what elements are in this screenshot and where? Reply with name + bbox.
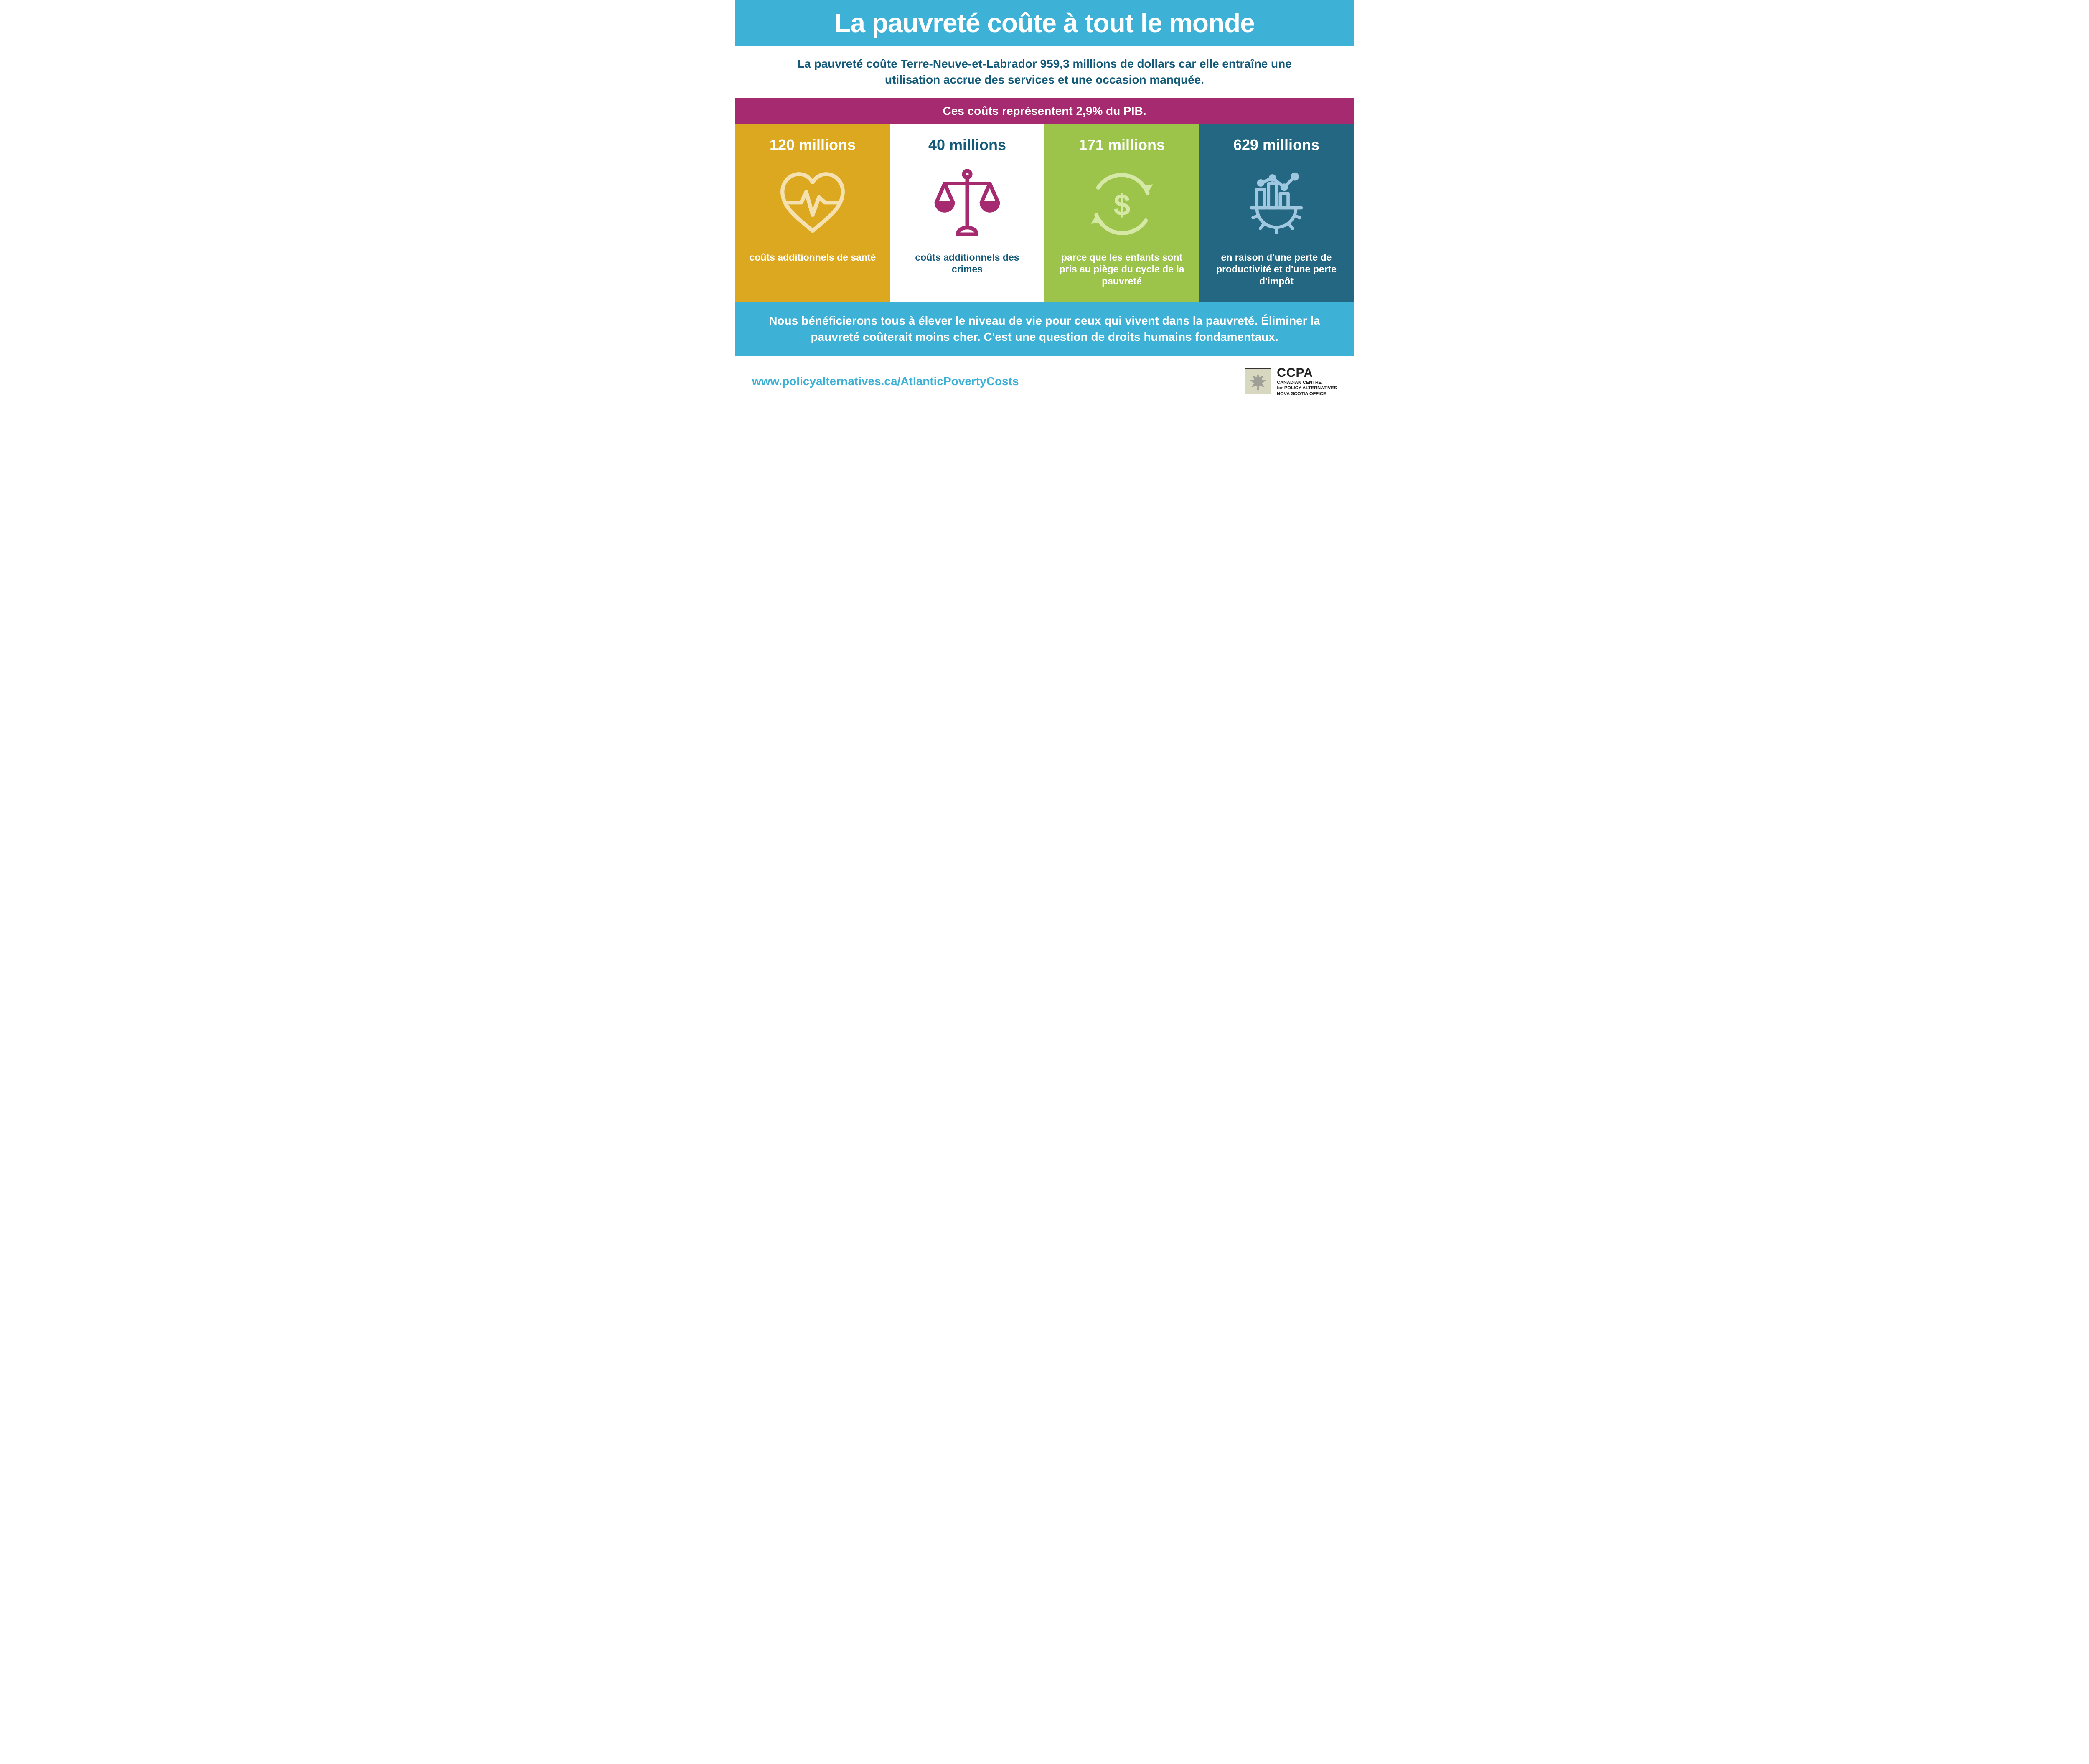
scales-icon: [930, 165, 1005, 244]
heart-pulse-icon: [775, 165, 850, 244]
cards-row: 120 millions coûts additionnels de santé…: [735, 124, 1354, 302]
card-productivity-desc: en raison d'une perte de productivité et…: [1208, 251, 1344, 287]
card-productivity-value: 629 millions: [1233, 136, 1319, 154]
bottom-bar: Nous bénéficierons tous à élever le nive…: [735, 302, 1354, 356]
header-bar: La pauvreté coûte à tout le monde: [735, 0, 1354, 46]
bottom-text: Nous bénéficierons tous à élever le nive…: [760, 312, 1329, 345]
subtitle-text: La pauvreté coûte Terre-Neuve-et-Labrado…: [785, 56, 1304, 88]
gdp-stats-text: Ces coûts représentent 2,9% du PIB.: [752, 104, 1337, 118]
main-title: La pauvreté coûte à tout le monde: [752, 8, 1337, 38]
card-crime-value: 40 millions: [928, 136, 1006, 154]
logo-acronym: CCPA: [1277, 366, 1337, 380]
logo-line1: CANADIAN CENTRE: [1277, 380, 1337, 386]
card-health-desc: coûts additionnels de santé: [750, 251, 876, 264]
card-cycle-value: 171 millions: [1079, 136, 1165, 154]
money-cycle-icon: $: [1084, 165, 1159, 244]
maple-leaf-icon: [1245, 368, 1271, 394]
card-health-value: 120 millions: [770, 136, 856, 154]
footer-url[interactable]: www.policyalternatives.ca/AtlanticPovert…: [752, 375, 1019, 388]
logo-text-block: CCPA CANADIAN CENTRE for POLICY ALTERNAT…: [1277, 366, 1337, 397]
logo-line3: NOVA SCOTIA OFFICE: [1277, 391, 1337, 397]
chart-gear-icon: [1239, 165, 1314, 244]
card-productivity: 629 millions: [1199, 124, 1354, 302]
card-cycle-desc: parce que les enfants sont pris au piège…: [1054, 251, 1190, 287]
ccpa-logo: CCPA CANADIAN CENTRE for POLICY ALTERNAT…: [1245, 366, 1337, 397]
svg-text:$: $: [1113, 188, 1130, 222]
footer: www.policyalternatives.ca/AtlanticPovert…: [735, 356, 1354, 409]
card-crime-desc: coûts additionnels des crimes: [899, 251, 1035, 276]
card-crime: 40 millions coûts additionnels des c: [890, 124, 1044, 302]
card-health: 120 millions coûts additionnels de santé: [735, 124, 890, 302]
card-cycle: 171 millions $ parce que les enfants son…: [1044, 124, 1199, 302]
logo-line2: for POLICY ALTERNATIVES: [1277, 386, 1337, 391]
gdp-stats-bar: Ces coûts représentent 2,9% du PIB.: [735, 98, 1354, 124]
subtitle-bar: La pauvreté coûte Terre-Neuve-et-Labrado…: [735, 46, 1354, 98]
infographic-container: La pauvreté coûte à tout le monde La pau…: [735, 0, 1354, 409]
